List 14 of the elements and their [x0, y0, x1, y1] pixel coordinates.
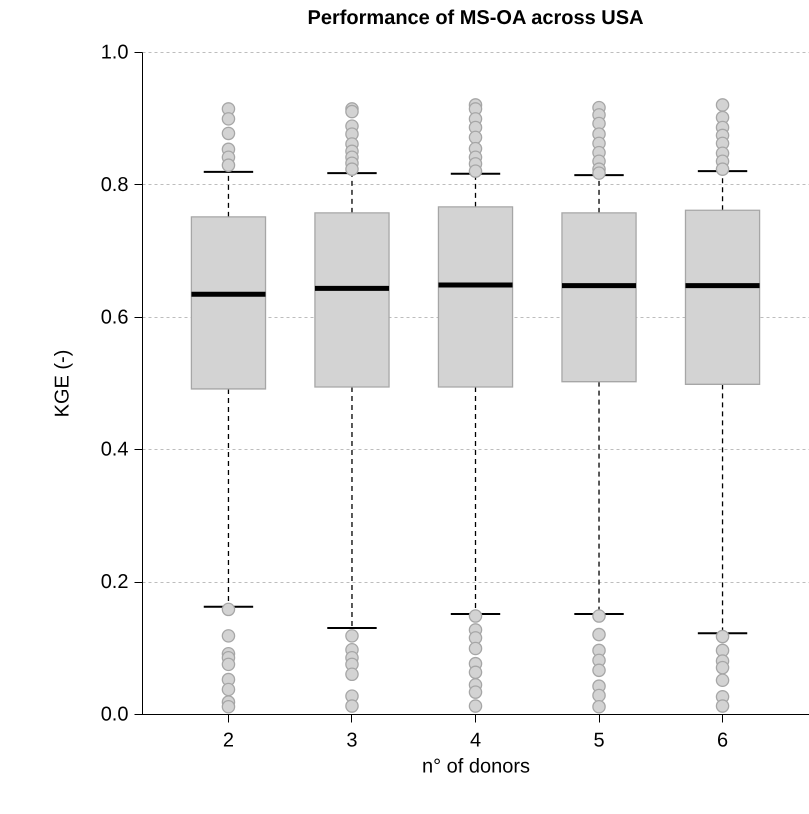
y-tick-label: 0.4 [100, 438, 128, 461]
y-tick-label: 0.6 [100, 306, 128, 328]
x-tick-label: 6 [716, 730, 728, 752]
y-tick-label: 0.8 [100, 174, 128, 196]
y-tick-label: 0.2 [100, 571, 128, 594]
x-tick-label: 2 [222, 730, 234, 752]
y-tick-label: 0.0 [100, 704, 128, 726]
x-tick-label: 3 [346, 730, 358, 752]
x-tick-label: 4 [470, 730, 482, 752]
x-tick-label: 5 [593, 730, 605, 752]
y-tick-label: 1.0 [100, 42, 128, 64]
x-axis-title: n° of donors [422, 756, 530, 778]
chart-title: Performance of MS-OA across USA [307, 7, 644, 29]
y-axis-title: KGE (-) [52, 350, 74, 418]
